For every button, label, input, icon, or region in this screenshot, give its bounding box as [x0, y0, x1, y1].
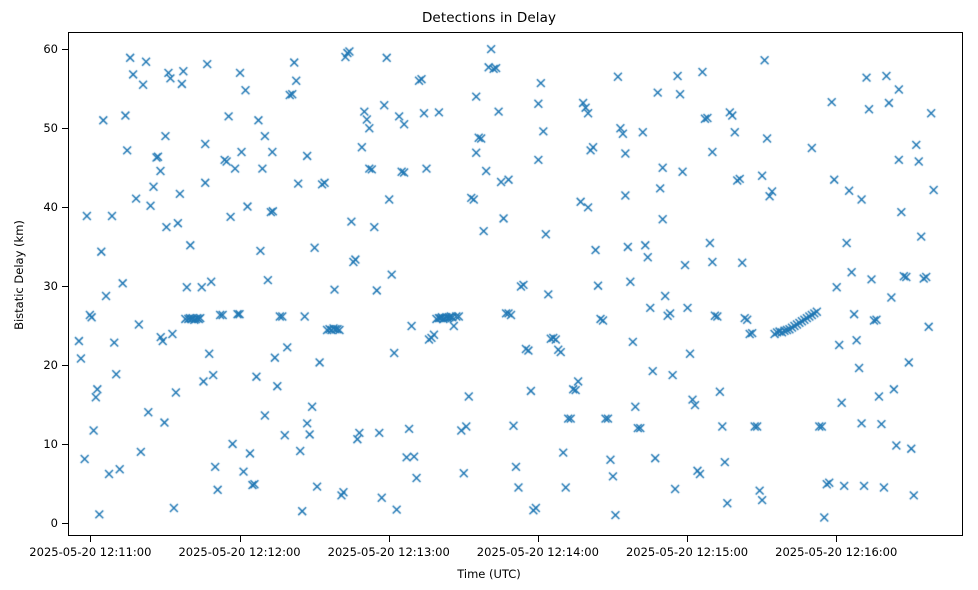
x-tick-label: 2025-05-20 12:11:00 — [29, 545, 152, 559]
x-axis-label: Time (UTC) — [457, 567, 521, 581]
x-tick-label: 2025-05-20 12:13:00 — [327, 545, 450, 559]
y-tick-mark — [62, 206, 68, 208]
y-tick-label: 0 — [50, 516, 58, 531]
y-tick-label: 40 — [43, 199, 58, 214]
x-tick-mark — [90, 536, 92, 542]
y-axis-tick-labels: 0 10 20 30 40 50 60 — [0, 0, 58, 590]
x-tick-mark — [687, 536, 689, 542]
x-tick-label: 2025-05-20 12:15:00 — [625, 545, 749, 559]
y-tick-mark — [62, 127, 68, 129]
x-tick-mark — [239, 536, 241, 542]
x-tick-mark — [388, 536, 390, 542]
y-tick-mark — [62, 365, 68, 367]
plot-area — [68, 32, 963, 536]
scatter-points-layer — [69, 33, 962, 535]
y-tick-label: 10 — [43, 437, 58, 452]
x-tick-mark — [537, 536, 539, 542]
x-tick-label: 2025-05-20 12:14:00 — [476, 545, 599, 559]
x-tick-mark — [836, 536, 838, 542]
x-tick-label: 2025-05-20 12:16:00 — [775, 545, 898, 559]
y-tick-mark — [62, 48, 68, 50]
y-tick-mark — [62, 444, 68, 446]
y-tick-label: 20 — [43, 358, 58, 373]
y-tick-mark — [62, 523, 68, 525]
y-tick-label: 50 — [43, 120, 58, 135]
x-tick-label: 2025-05-20 12:12:00 — [178, 545, 301, 559]
y-tick-label: 30 — [43, 278, 58, 293]
y-tick-mark — [62, 285, 68, 287]
y-tick-label: 60 — [43, 41, 58, 56]
chart-title: Detections in Delay — [421, 10, 557, 26]
